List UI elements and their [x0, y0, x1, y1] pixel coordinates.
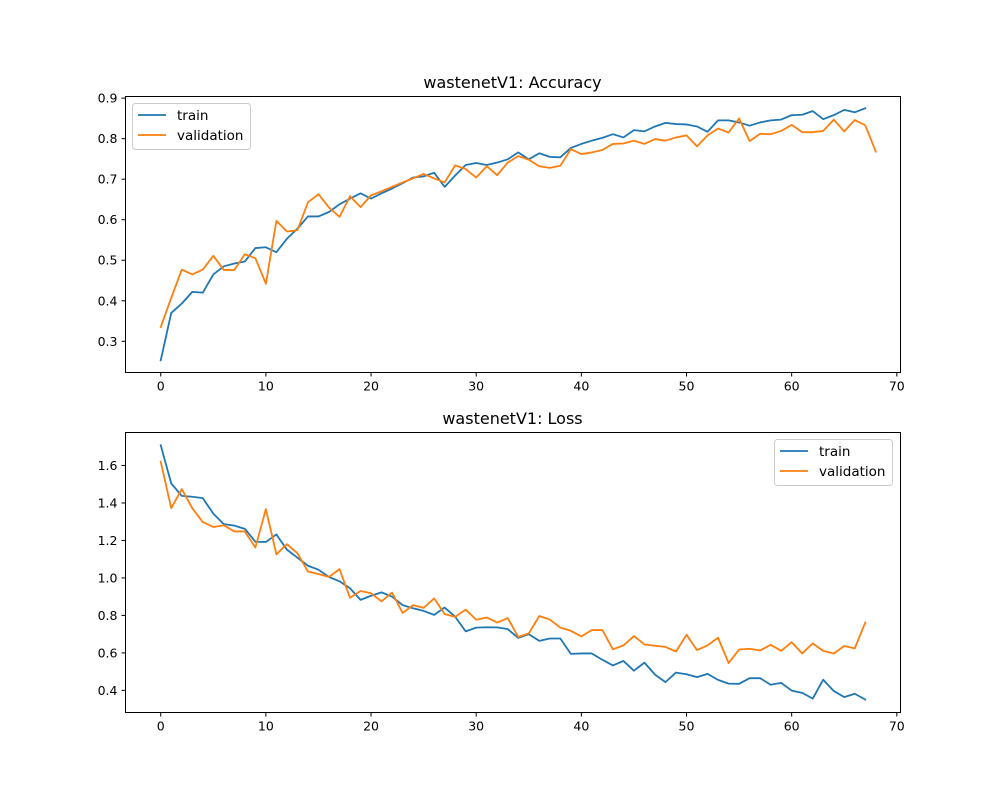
loss-x-tick-label: 10 — [258, 719, 274, 734]
loss-y-tick-label: 1.4 — [98, 495, 118, 510]
accuracy-y-axis: 0.3 0.4 0.5 0.6 0.7 0.8 0.9 — [98, 91, 126, 349]
loss-x-tick-label: 60 — [784, 719, 800, 734]
loss-x-tick-label: 70 — [889, 719, 905, 734]
loss-y-tick-label: 1.2 — [98, 533, 118, 548]
loss-validation-line — [159, 460, 867, 664]
loss-y-tick-label: 0.6 — [98, 645, 118, 660]
accuracy-y-tick-label: 0.4 — [98, 293, 118, 308]
accuracy-train-line — [159, 107, 867, 362]
accuracy-x-tick-label: 50 — [679, 379, 695, 394]
accuracy-y-tick-label: 0.6 — [98, 212, 118, 227]
accuracy-title: wastenetV1: Accuracy — [423, 73, 601, 92]
loss-x-axis: 0 10 20 30 40 50 60 70 — [157, 712, 905, 734]
accuracy-y-tick-label: 0.8 — [98, 131, 118, 146]
accuracy-axes-frame — [125, 96, 901, 373]
loss-legend: train validation — [774, 439, 893, 486]
accuracy-panel: wastenetV1: Accuracy 0 10 20 30 40 50 60 70 0.3… — [98, 73, 905, 394]
accuracy-validation-line — [159, 117, 877, 329]
loss-y-tick-label: 0.8 — [98, 608, 118, 623]
loss-x-tick-label: 50 — [679, 719, 695, 734]
loss-y-axis: 0.4 0.6 0.8 1.0 1.2 1.4 1.6 — [98, 458, 126, 698]
loss-panel: wastenetV1: Loss 0 10 20 30 40 50 60 70 0.40.60… — [98, 409, 905, 734]
loss-axes-frame — [125, 432, 901, 713]
accuracy-x-tick-label: 0 — [157, 379, 165, 394]
loss-title: wastenetV1: Loss — [442, 409, 582, 428]
accuracy-y-tick-label: 0.7 — [98, 172, 118, 187]
loss-y-tick-label: 1.6 — [98, 458, 118, 473]
loss-y-tick-label: 1.0 — [98, 570, 118, 585]
accuracy-x-tick-label: 70 — [889, 379, 905, 394]
accuracy-y-tick-label: 0.5 — [98, 253, 118, 268]
loss-train-line — [159, 444, 867, 701]
loss-x-tick-label: 30 — [468, 719, 484, 734]
accuracy-legend-train-label: train — [177, 108, 208, 124]
accuracy-x-tick-label: 40 — [573, 379, 589, 394]
loss-x-tick-label: 20 — [363, 719, 379, 734]
loss-series — [159, 444, 867, 701]
loss-legend-train-label: train — [819, 444, 850, 460]
loss-y-tick-label: 0.4 — [98, 683, 118, 698]
accuracy-series — [159, 107, 877, 362]
loss-x-tick-label: 0 — [157, 719, 165, 734]
accuracy-legend: train validation — [132, 103, 251, 150]
accuracy-x-tick-label: 10 — [258, 379, 274, 394]
accuracy-x-tick-label: 20 — [363, 379, 379, 394]
accuracy-y-tick-label: 0.9 — [98, 91, 118, 106]
accuracy-x-tick-label: 30 — [468, 379, 484, 394]
accuracy-x-axis: 0 10 20 30 40 50 60 70 — [157, 372, 905, 394]
accuracy-legend-validation-label: validation — [177, 128, 243, 144]
accuracy-y-tick-label: 0.3 — [98, 334, 118, 349]
accuracy-x-tick-label: 60 — [784, 379, 800, 394]
loss-legend-validation-label: validation — [819, 464, 885, 480]
loss-x-tick-label: 40 — [573, 719, 589, 734]
